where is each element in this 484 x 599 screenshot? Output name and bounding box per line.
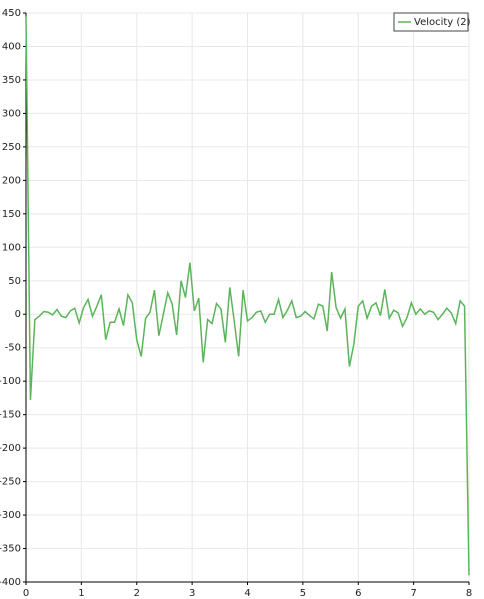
x-tick-label: 0: [23, 588, 29, 599]
x-tick-label: 2: [134, 588, 140, 599]
y-tick-label: -200: [0, 443, 21, 454]
y-tick-label: -150: [0, 410, 21, 421]
legend-label: Velocity (2): [414, 17, 471, 28]
y-tick-label: -50: [5, 343, 21, 354]
y-tick-label: 50: [8, 276, 21, 287]
line: [25, 16, 470, 576]
x-tick-label: 7: [410, 588, 416, 599]
x-tick-label: 3: [189, 588, 195, 599]
x-tick-label: 4: [244, 588, 250, 599]
y-tick-label: 350: [2, 75, 21, 86]
y-tick-label: 150: [2, 209, 21, 220]
legend-box: [393, 12, 469, 32]
y-tick-label: 400: [2, 41, 21, 52]
x-tick-label: 6: [355, 588, 361, 599]
y-tick-label: -350: [0, 544, 21, 555]
x-tick-label: 8: [466, 588, 472, 599]
y-tick-label: -100: [0, 376, 21, 387]
y-tick-label: 200: [2, 175, 21, 186]
x-tick-label: 1: [78, 588, 84, 599]
y-tick-label: -250: [0, 477, 21, 488]
y-tick-label: 100: [2, 242, 21, 253]
y-tick-label: 0: [15, 309, 21, 320]
y-tick-label: 300: [2, 108, 21, 119]
y-tick-label: -300: [0, 510, 21, 521]
y-tick-label: -400: [0, 577, 21, 588]
y-tick-label: 450: [2, 8, 21, 19]
x-tick-label: 5: [300, 588, 306, 599]
y-tick-label: 250: [2, 142, 21, 153]
